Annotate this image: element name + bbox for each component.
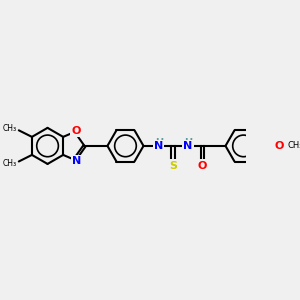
- Text: O: O: [274, 141, 283, 151]
- Text: CH₃: CH₃: [2, 124, 16, 133]
- Text: H: H: [155, 138, 163, 148]
- Text: CH₃: CH₃: [288, 141, 300, 150]
- Text: S: S: [169, 160, 177, 171]
- Text: N: N: [154, 141, 163, 151]
- Text: O: O: [198, 160, 207, 171]
- Text: N: N: [183, 141, 192, 151]
- Text: CH₃: CH₃: [2, 159, 16, 168]
- Text: N: N: [72, 156, 81, 166]
- Text: O: O: [72, 126, 81, 136]
- Text: H: H: [184, 138, 193, 148]
